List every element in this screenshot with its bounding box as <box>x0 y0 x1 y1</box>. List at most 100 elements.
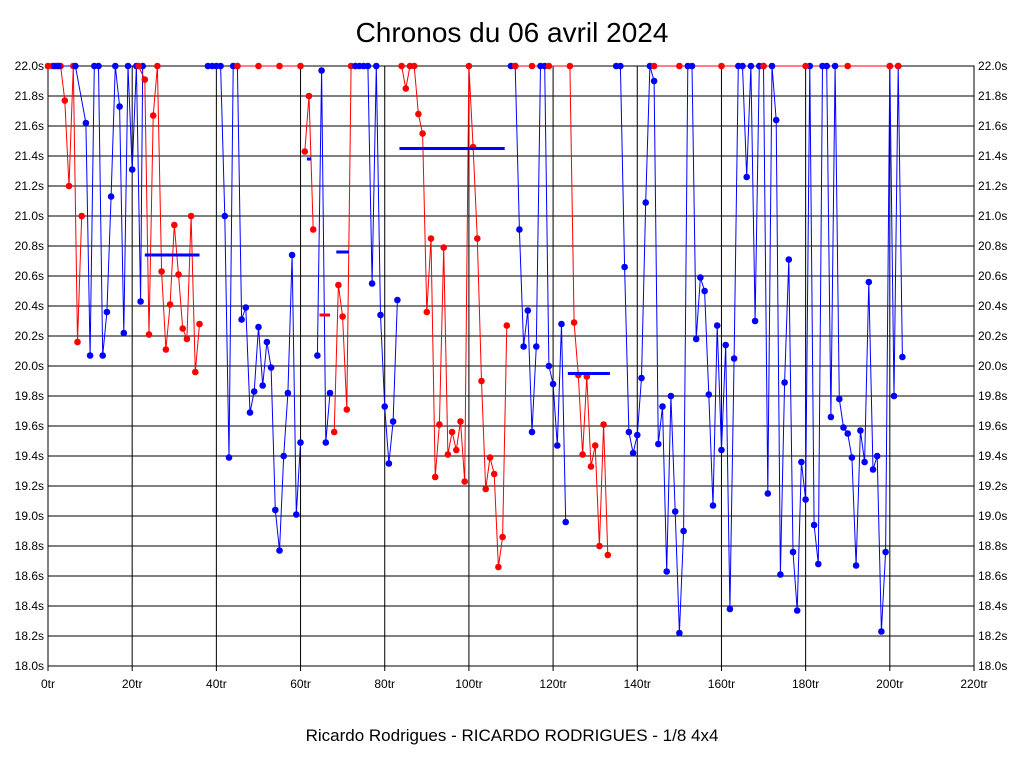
data-point-red <box>297 62 304 70</box>
data-point-blue <box>638 374 645 382</box>
data-point-blue <box>680 527 687 535</box>
data-point-blue <box>865 278 873 286</box>
y-tick-label-right: 18.8s <box>978 539 1007 553</box>
data-point-blue <box>726 605 734 613</box>
data-point-red <box>604 551 612 559</box>
x-tick-label: 160tr <box>708 677 735 691</box>
data-point-red <box>234 62 241 70</box>
data-point-red <box>419 130 426 137</box>
data-point-red <box>461 478 469 485</box>
data-point-red <box>423 308 431 316</box>
data-point-red <box>503 322 511 329</box>
data-point-blue <box>326 389 334 397</box>
data-point-blue <box>276 547 283 554</box>
data-point-blue <box>381 403 389 410</box>
data-point-red <box>486 454 494 461</box>
data-point-red <box>570 319 578 326</box>
data-point-blue <box>861 458 868 466</box>
data-point-red <box>490 470 498 478</box>
data-point-blue <box>364 62 372 70</box>
data-point-blue <box>890 392 898 400</box>
data-point-blue <box>533 343 540 350</box>
data-point-blue <box>831 62 839 70</box>
y-tick-label-right: 19.0s <box>978 509 1007 523</box>
data-point-blue <box>709 502 717 509</box>
data-point-blue <box>625 428 633 436</box>
data-point-blue <box>827 413 835 421</box>
data-point-red <box>482 485 490 493</box>
y-tick-label-left: 20.2s <box>15 329 44 343</box>
data-point-blue <box>810 521 818 529</box>
data-point-blue <box>747 62 755 70</box>
data-point-red <box>339 313 346 320</box>
x-tick-label: 180tr <box>792 677 819 691</box>
data-point-blue <box>621 263 628 271</box>
data-point-red <box>431 473 439 481</box>
data-point-blue <box>55 62 62 70</box>
data-point-blue <box>255 323 262 331</box>
y-tick-label-left: 19.4s <box>15 449 44 463</box>
data-point-red <box>894 62 902 70</box>
data-point-red <box>591 442 599 449</box>
data-point-red <box>61 97 69 104</box>
data-point-blue <box>238 316 245 323</box>
data-point-red <box>255 62 262 70</box>
x-tick-label: 200tr <box>876 677 903 691</box>
data-point-blue <box>713 322 721 329</box>
data-point-red <box>444 451 452 458</box>
data-point-red <box>415 110 422 118</box>
x-tick-label: 80tr <box>374 677 395 691</box>
y-tick-label-right: 18.0s <box>978 659 1007 673</box>
data-point-blue <box>293 511 300 518</box>
y-tick-label-right: 22.0s <box>978 59 1007 73</box>
data-point-blue <box>852 562 860 569</box>
y-tick-label-right: 20.0s <box>978 359 1007 373</box>
data-point-blue <box>823 62 830 70</box>
y-tick-label-left: 19.8s <box>15 389 44 403</box>
y-tick-label-left: 20.6s <box>15 269 44 283</box>
data-point-blue <box>107 193 115 200</box>
x-tick-label: 220tr <box>960 677 987 691</box>
data-point-blue <box>112 62 119 70</box>
data-point-blue <box>72 62 79 70</box>
y-tick-label-left: 20.4s <box>15 299 44 313</box>
data-point-red <box>886 62 894 70</box>
data-point-blue <box>524 307 532 314</box>
data-point-blue <box>676 629 683 637</box>
data-point-blue <box>516 226 523 233</box>
data-point-blue <box>751 317 759 325</box>
data-point-red <box>179 325 186 332</box>
data-point-blue <box>217 62 224 70</box>
data-point-blue <box>701 287 708 295</box>
data-point-red <box>78 212 85 220</box>
y-tick-label-left: 18.2s <box>15 629 44 643</box>
data-point-red <box>343 406 351 413</box>
data-point-blue <box>882 548 889 556</box>
data-point-blue <box>558 320 565 328</box>
data-point-blue <box>739 62 746 70</box>
y-tick-label-right: 20.6s <box>978 269 1007 283</box>
data-point-blue <box>95 62 102 70</box>
data-point-blue <box>768 62 776 70</box>
data-point-blue <box>297 439 304 446</box>
data-point-blue <box>545 362 553 370</box>
data-point-blue <box>655 440 662 448</box>
data-point-blue <box>103 308 111 316</box>
data-point-red <box>145 331 153 338</box>
y-tick-label-right: 18.2s <box>978 629 1007 643</box>
data-point-blue <box>722 341 729 349</box>
data-point-blue <box>785 256 793 263</box>
data-point-blue <box>549 380 557 388</box>
y-tick-label-left: 20.0s <box>15 359 44 373</box>
data-point-red <box>802 62 809 70</box>
data-point-blue <box>659 403 666 410</box>
data-point-red <box>402 85 410 92</box>
x-tick-label: 0tr <box>41 677 55 691</box>
y-tick-label-right: 20.2s <box>978 329 1007 343</box>
data-point-blue <box>528 428 536 436</box>
y-tick-label-left: 18.8s <box>15 539 44 553</box>
data-point-blue <box>718 446 725 454</box>
data-point-red <box>474 235 481 242</box>
data-point-blue <box>99 352 106 359</box>
